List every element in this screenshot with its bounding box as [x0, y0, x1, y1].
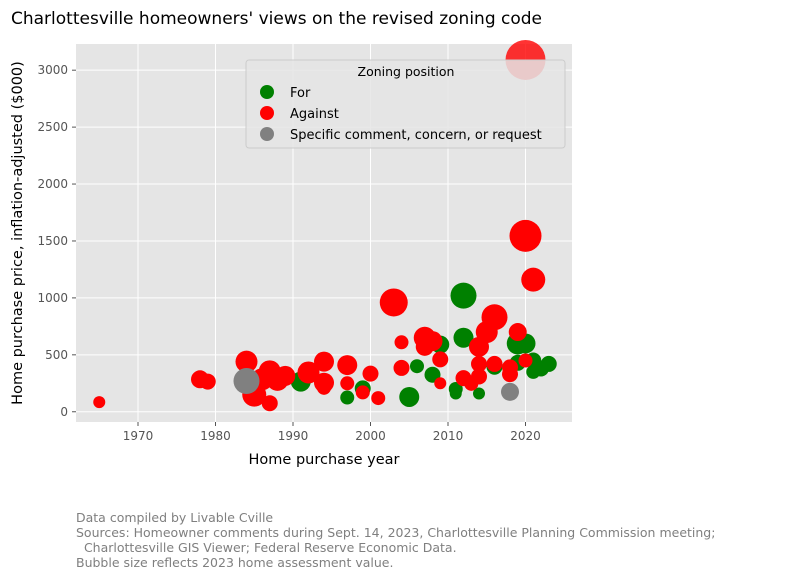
point-against [317, 380, 331, 395]
legend-box [245, 59, 566, 149]
x-tick-label: 2000 [355, 429, 386, 443]
y-tick-label: 2000 [37, 177, 68, 191]
x-tick-label: 2020 [510, 429, 541, 443]
point-against [355, 385, 370, 400]
legend-label-specific: Specific comment, concern, or request [290, 128, 542, 143]
point-against [261, 395, 278, 412]
point-for [410, 359, 424, 374]
point-against [486, 355, 503, 372]
point-against [422, 331, 443, 352]
x-tick-label: 2010 [433, 429, 464, 443]
legend-marker-specific [260, 127, 274, 141]
x-tick-label: 1980 [200, 429, 231, 443]
point-for [473, 387, 485, 400]
point-against [502, 359, 518, 376]
point-against [471, 355, 487, 372]
chart-title: Charlottesville homeowners' views on the… [11, 9, 542, 29]
legend-label-for: For [290, 86, 311, 101]
point-for [453, 327, 474, 348]
point-against [394, 335, 409, 350]
point-for [448, 381, 463, 396]
y-tick-label: 0 [60, 405, 68, 419]
point-against [471, 368, 487, 385]
footnote-bubble-size: Bubble size reflects 2023 home assessmen… [76, 555, 394, 570]
legend-title: Zoning position [358, 64, 455, 79]
y-tick-label: 500 [45, 348, 68, 362]
legend-marker-for [260, 85, 274, 99]
series-specific [233, 368, 519, 401]
point-for [450, 282, 477, 309]
point-specific [233, 368, 260, 395]
y-tick-label: 3000 [37, 63, 68, 77]
x-tick-label: 1990 [278, 429, 309, 443]
x-axis-label: Home purchase year [249, 452, 400, 468]
legend: Zoning position For Against Specific com… [245, 59, 566, 149]
y-tick-label: 1500 [37, 234, 68, 248]
point-against [379, 288, 408, 317]
axis-ticks: 1970 1980 1990 2000 2010 2020 0 500 1000 1500 2000… [37, 63, 540, 443]
legend-label-against: Against [290, 107, 339, 122]
point-against [297, 361, 320, 384]
footnote-sources-cont: Charlottesville GIS Viewer; Federal Rese… [76, 540, 457, 555]
y-tick-label: 2500 [37, 120, 68, 134]
point-against [93, 396, 106, 409]
point-against [521, 267, 546, 292]
point-against [235, 350, 258, 373]
point-against [340, 376, 355, 391]
point-against [434, 377, 447, 390]
y-tick-label: 1000 [37, 291, 68, 305]
y-axis-label: Home purchase price, inflation-adjusted … [10, 61, 26, 405]
point-against [432, 351, 449, 368]
point-against [508, 323, 527, 342]
point-against [275, 365, 296, 386]
point-against [362, 365, 379, 382]
point-against [393, 359, 410, 376]
point-specific [501, 382, 519, 401]
legend-marker-against [260, 106, 274, 120]
point-for [340, 390, 355, 405]
point-against [199, 373, 216, 390]
point-for [540, 355, 557, 372]
x-tick-label: 1970 [123, 429, 154, 443]
point-against [518, 353, 533, 368]
footnote-sources: Sources: Homeowner comments during Sept.… [76, 525, 716, 540]
point-against [371, 391, 386, 406]
point-for [399, 386, 420, 407]
point-against [337, 355, 358, 376]
point-against [314, 351, 334, 372]
point-against [481, 304, 508, 331]
footnote-compiled: Data compiled by Livable Cville [76, 510, 274, 525]
point-against [509, 219, 542, 252]
